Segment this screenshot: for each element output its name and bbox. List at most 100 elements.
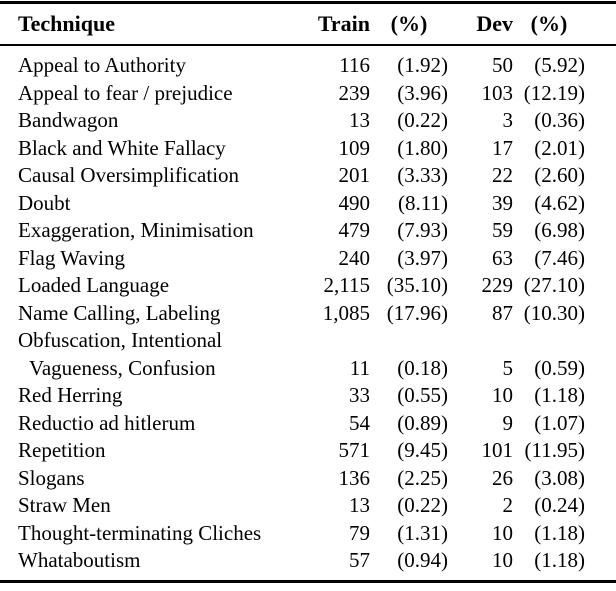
train-count-cell: 571 — [338, 438, 371, 462]
train-pct-cell: (1.80) — [397, 135, 448, 160]
dev-count-cell: 229 — [481, 273, 514, 297]
col-header-technique: Technique — [0, 2, 295, 46]
technique-name: Repetition — [18, 438, 106, 462]
dev-pct-cell: (1.18) — [534, 548, 585, 572]
technique-name: Obfuscation, Intentional — [18, 328, 223, 352]
table-row: Reductio ad hitlerum 54 (0.89) 9 (1.07) — [0, 410, 616, 438]
technique-name: Appeal to Authority — [18, 53, 186, 77]
train-pct-cell: (17.96) — [386, 300, 448, 325]
technique-cell: Slogans — [0, 465, 295, 493]
dev-count-cell: 10 — [492, 548, 513, 572]
col-header-train-pct: (%) — [370, 2, 448, 46]
dev-pct-cell: (6.98) — [534, 218, 585, 242]
technique-name: Thought-terminating Cliches — [18, 520, 262, 545]
table-row: Black and White Fallacy 109 (1.80) 17 (2… — [0, 135, 616, 163]
dev-pct-cell: (4.62) — [534, 190, 585, 215]
technique-cell: Exaggeration, Minimisation — [0, 217, 295, 245]
dev-count-cell: 9 — [502, 410, 514, 435]
dev-pct-cell: (3.08) — [534, 465, 585, 490]
technique-name: Loaded Language — [18, 273, 170, 297]
train-count-cell: 57 — [349, 548, 370, 572]
train-pct-cell: (35.10) — [386, 273, 448, 297]
dev-pct-cell: (11.95) — [524, 438, 585, 462]
technique-cell: Black and White Fallacy — [0, 135, 295, 163]
train-count-cell: 109 — [338, 135, 371, 160]
table-row: Bandwagon 13 (0.22) 3 (0.36) — [0, 107, 616, 135]
technique-name: Exaggeration, Minimisation — [18, 218, 254, 242]
train-count-cell: 116 — [339, 53, 370, 77]
dev-pct-cell: (12.19) — [523, 80, 585, 105]
dev-pct-cell: (1.18) — [534, 383, 585, 407]
train-count-cell: 54 — [349, 410, 370, 435]
table-row: Name Calling, Labeling 1,085 (17.96) 87 … — [0, 300, 616, 328]
col-header-train: Train — [295, 2, 370, 46]
technique-cell: Bandwagon — [0, 107, 295, 135]
train-count-cell: 2,115 — [323, 273, 370, 297]
table-row: Doubt 490 (8.11) 39 (4.62) — [0, 190, 616, 218]
dev-pct-cell: (27.10) — [523, 273, 585, 297]
train-pct-cell: (9.45) — [397, 438, 448, 462]
train-pct-cell: (2.25) — [397, 465, 448, 490]
train-count-cell: 240 — [338, 245, 371, 270]
technique-cell: Loaded Language — [0, 272, 295, 300]
dev-pct-cell: (7.46) — [534, 245, 585, 270]
dev-pct-cell: (5.92) — [534, 53, 585, 77]
train-count-cell: 136 — [338, 465, 371, 490]
dev-count-cell: 17 — [492, 135, 513, 160]
train-pct-cell: (3.97) — [397, 245, 448, 270]
train-pct-cell: (3.96) — [397, 80, 448, 105]
dev-count-cell: 101 — [481, 438, 514, 462]
table-row: Exaggeration, Minimisation 479 (7.93) 59… — [0, 217, 616, 245]
train-pct-cell: (1.92) — [397, 53, 448, 77]
table-row: Loaded Language 2,115 (35.10) 229 (27.10… — [0, 272, 616, 300]
dev-count-cell: 50 — [492, 53, 513, 77]
technique-cell: Doubt — [0, 190, 295, 218]
dev-count-cell: 3 — [502, 108, 514, 132]
table-row: Repetition 571 (9.45) 101 (11.95) — [0, 437, 616, 465]
technique-name: Doubt — [18, 190, 71, 215]
technique-name: Red Herring — [18, 383, 123, 407]
dev-count-cell: 59 — [492, 218, 513, 242]
train-pct-cell: (8.11) — [398, 190, 448, 215]
technique-cell: Causal Oversimplification — [0, 162, 295, 190]
dev-pct-cell: (1.18) — [534, 520, 585, 545]
technique-name: Causal Oversimplification — [18, 163, 240, 187]
table-row: Flag Waving 240 (3.97) 63 (7.46) — [0, 245, 616, 273]
train-pct-cell: (0.22) — [397, 493, 448, 517]
technique-cell: Thought-terminating Cliches — [0, 520, 295, 548]
dev-count-cell: 87 — [492, 300, 513, 325]
technique-name: Black and White Fallacy — [18, 135, 226, 160]
train-count-cell: 479 — [338, 218, 371, 242]
technique-cell: Whataboutism — [0, 547, 295, 581]
dev-pct-cell: (0.59) — [534, 355, 585, 380]
dev-count-cell: 26 — [492, 465, 513, 490]
train-count-cell: 490 — [338, 190, 371, 215]
technique-name: Appeal to fear / prejudice — [18, 80, 233, 105]
train-count-cell: 13 — [349, 493, 370, 517]
dev-count-cell: 22 — [492, 163, 513, 187]
technique-cell: Appeal to fear / prejudice — [0, 80, 295, 108]
technique-cell: Straw Men — [0, 492, 295, 520]
technique-name-line2: Vagueness, Confusion — [29, 355, 216, 380]
technique-cell: Repetition — [0, 437, 295, 465]
train-count-cell: 201 — [338, 163, 371, 187]
table-row: Appeal to fear / prejudice 239 (3.96) 10… — [0, 80, 616, 108]
technique-name: Name Calling, Labeling — [18, 300, 221, 325]
dev-pct-cell: (10.30) — [523, 300, 585, 325]
header-row: Technique Train (%) Dev (%) — [0, 2, 616, 46]
train-pct-cell: (0.18) — [397, 355, 448, 380]
table-row: Causal Oversimplification 201 (3.33) 22 … — [0, 162, 616, 190]
technique-name: Slogans — [18, 465, 85, 490]
table-row: Obfuscation, Intentional Vagueness, Confu… — [0, 327, 616, 382]
table-row: Straw Men 13 (0.22) 2 (0.24) — [0, 492, 616, 520]
technique-name: Straw Men — [18, 493, 111, 517]
technique-cell: Flag Waving — [0, 245, 295, 273]
table-row: Slogans 136 (2.25) 26 (3.08) — [0, 465, 616, 493]
train-pct-cell: (1.31) — [397, 520, 448, 545]
col-header-dev: Dev — [448, 2, 513, 46]
technique-name: Flag Waving — [18, 245, 125, 270]
dev-pct-cell: (2.01) — [534, 135, 585, 160]
table-row: Thought-terminating Cliches 79 (1.31) 10… — [0, 520, 616, 548]
